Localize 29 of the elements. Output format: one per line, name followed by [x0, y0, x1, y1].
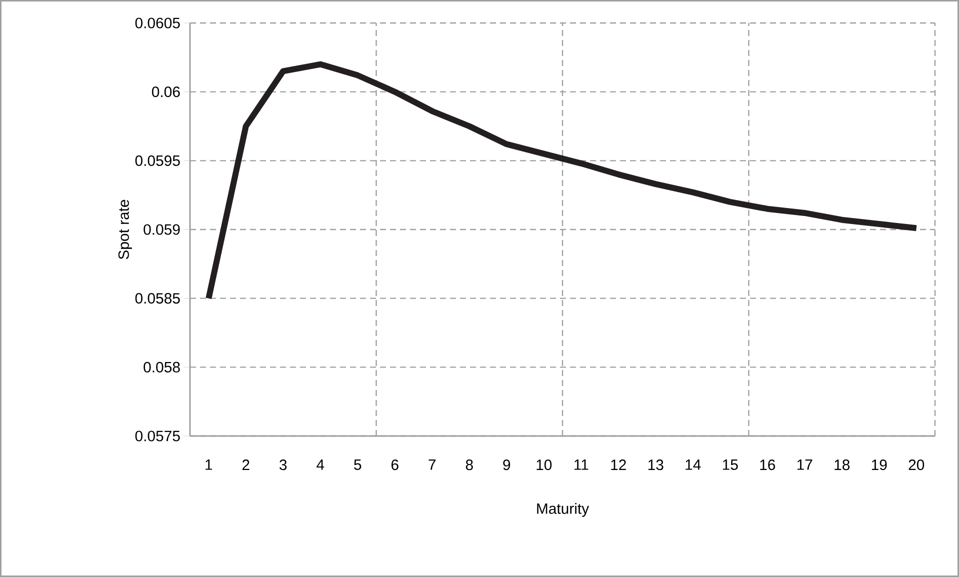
x-tick-label: 6 — [391, 460, 398, 470]
x-tick-label: 10 — [536, 460, 552, 470]
y-tick-label: 0.059 — [144, 224, 180, 235]
x-tick-label: 15 — [722, 460, 738, 470]
y-tick-label: 0.0575 — [135, 430, 180, 442]
x-tick-label: 17 — [797, 460, 812, 470]
x-tick-label: 1 — [206, 460, 212, 470]
y-axis-title: Spot rate — [118, 200, 132, 260]
y-tick-label: 0.06 — [152, 86, 180, 98]
x-tick-label: 13 — [648, 460, 664, 470]
x-tick-label: 20 — [908, 460, 924, 470]
y-tick-label: 0.0605 — [135, 18, 180, 28]
x-tick-label: 2 — [242, 460, 250, 470]
x-tick-label: 19 — [872, 460, 887, 470]
x-axis-title: Maturity — [537, 502, 590, 517]
x-tick-label: 16 — [760, 460, 776, 470]
x-tick-label: 11 — [574, 460, 588, 470]
x-tick-label: 9 — [503, 460, 510, 470]
x-tick-label: 3 — [280, 460, 287, 470]
x-tick-label: 7 — [428, 460, 436, 470]
x-tick-label: 8 — [466, 460, 473, 470]
x-tick-label: 4 — [316, 460, 324, 470]
y-tick-label: 0.0595 — [135, 155, 180, 166]
x-tick-label: 14 — [686, 460, 701, 470]
x-tick-label: 12 — [611, 460, 626, 470]
y-tick-label: 0.0585 — [135, 293, 180, 304]
y-tick-label: 0.058 — [144, 362, 180, 372]
x-tick-label: 18 — [834, 460, 850, 470]
x-tick-label: 5 — [354, 460, 362, 470]
